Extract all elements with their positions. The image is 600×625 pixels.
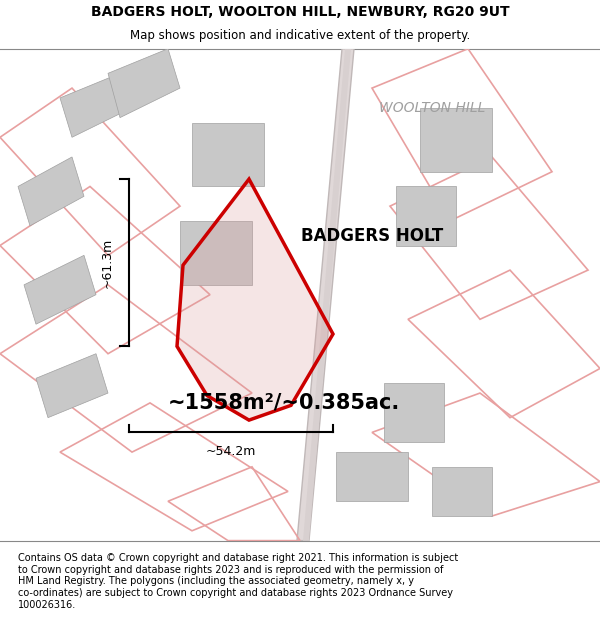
Text: ~54.2m: ~54.2m <box>206 445 256 458</box>
Text: ~1558m²/~0.385ac.: ~1558m²/~0.385ac. <box>168 393 400 413</box>
Polygon shape <box>336 452 408 501</box>
Text: ~61.3m: ~61.3m <box>101 238 114 288</box>
Polygon shape <box>180 221 252 285</box>
Polygon shape <box>177 179 333 420</box>
Polygon shape <box>192 122 264 186</box>
Text: BADGERS HOLT, WOOLTON HILL, NEWBURY, RG20 9UT: BADGERS HOLT, WOOLTON HILL, NEWBURY, RG2… <box>91 5 509 19</box>
Polygon shape <box>60 73 132 138</box>
Text: WOOLTON HILL: WOOLTON HILL <box>379 101 485 115</box>
Text: Contains OS data © Crown copyright and database right 2021. This information is : Contains OS data © Crown copyright and d… <box>18 553 458 609</box>
Text: Map shows position and indicative extent of the property.: Map shows position and indicative extent… <box>130 29 470 42</box>
Polygon shape <box>18 157 84 226</box>
Polygon shape <box>297 49 354 541</box>
Polygon shape <box>303 49 351 541</box>
Polygon shape <box>420 107 492 172</box>
Polygon shape <box>108 49 180 118</box>
Polygon shape <box>396 186 456 246</box>
Polygon shape <box>24 256 96 324</box>
Polygon shape <box>36 354 108 418</box>
Polygon shape <box>432 467 492 516</box>
Polygon shape <box>384 383 444 442</box>
Text: BADGERS HOLT: BADGERS HOLT <box>301 227 443 244</box>
